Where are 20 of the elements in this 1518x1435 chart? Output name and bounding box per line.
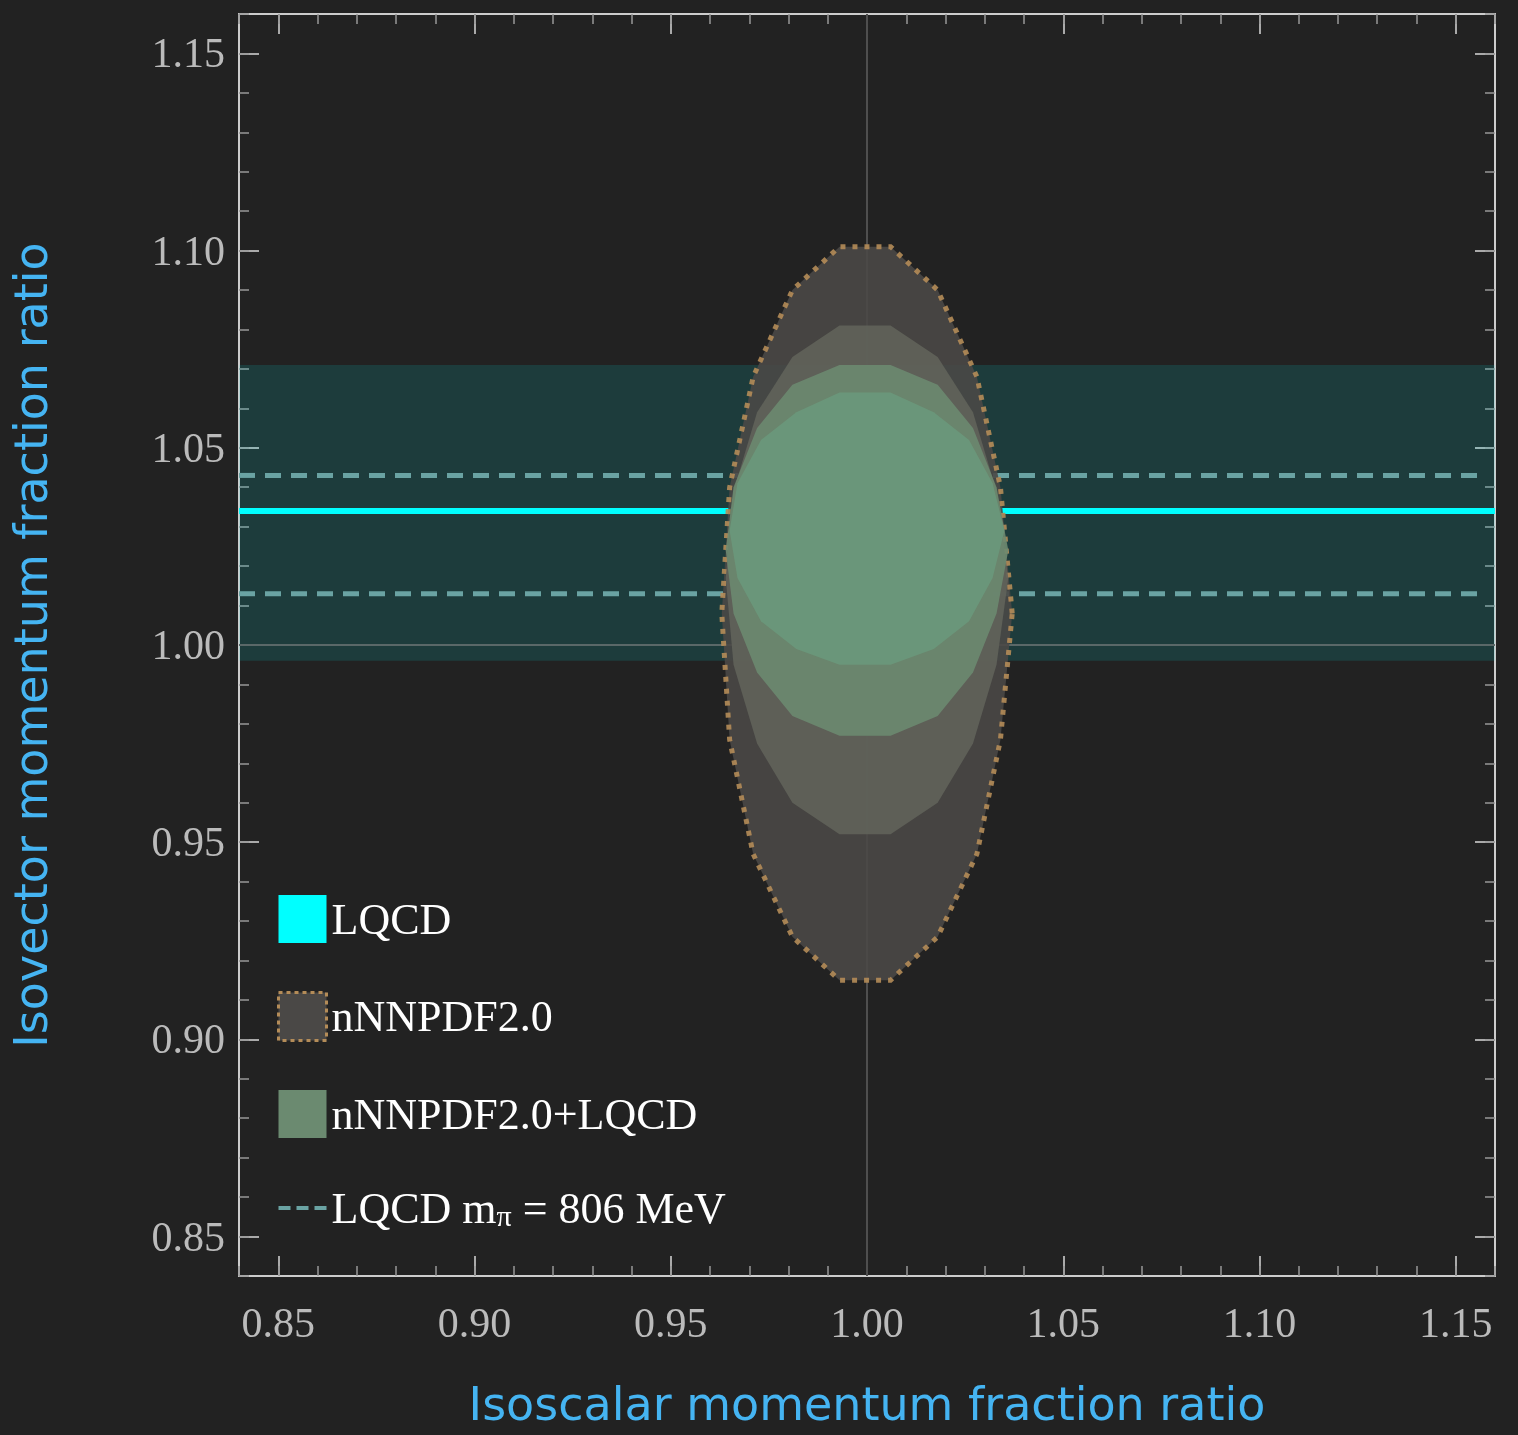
legend-label: nNNPDF2.0 [331,992,553,1041]
x-axis-title: Isoscalar momentum fraction ratio [468,1377,1266,1431]
y-tick-label: 0.95 [151,819,225,866]
y-tick-label: 0.85 [151,1213,225,1260]
x-tick-label: 1.10 [1222,1300,1297,1346]
legend-label: LQCD mπ = 806 MeV [331,1183,727,1233]
y-tick-label: 1.15 [151,30,225,77]
x-tick-label: 1.15 [1419,1300,1493,1346]
x-tick-label: 0.95 [634,1300,708,1346]
legend-label: nNNPDF2.0+LQCD [331,1089,698,1139]
x-tick-label: 0.90 [437,1300,512,1346]
x-tick-label: 1.00 [830,1300,904,1346]
y-tick-label: 1.00 [151,622,225,668]
y-axis-title: Isovector momentum fraction ratio [4,242,58,1048]
legend-label: LQCD [331,894,452,944]
y-tick-label: 1.10 [151,227,225,274]
x-tick-label: 0.85 [241,1300,315,1346]
y-tick-label: 1.05 [151,424,225,471]
x-tick-label: 1.05 [1026,1300,1100,1346]
y-tick-label: 0.90 [151,1016,225,1063]
